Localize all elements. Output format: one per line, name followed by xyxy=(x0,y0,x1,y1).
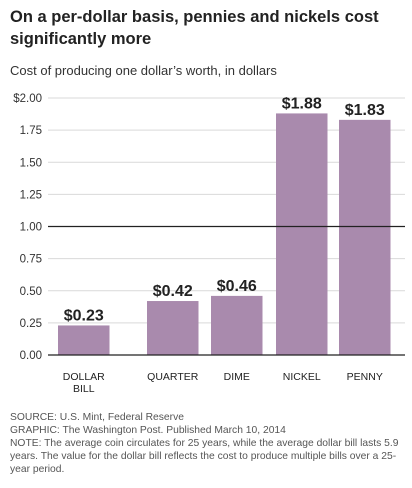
bar-nickel xyxy=(276,113,328,355)
value-label: $0.46 xyxy=(217,278,257,295)
gridlines xyxy=(48,97,405,324)
bar-penny xyxy=(339,119,391,355)
y-tick-label: 0.50 xyxy=(20,286,42,298)
x-tick-label: DIME xyxy=(224,371,250,383)
x-tick-label: QUARTER xyxy=(147,371,199,383)
reference-lines xyxy=(48,225,405,356)
y-tick-label: 0.75 xyxy=(20,254,42,266)
chart-title: On a per-dollar basis, pennies and nicke… xyxy=(10,8,379,48)
y-tick-label: 1.25 xyxy=(20,189,42,201)
value-label: $1.88 xyxy=(282,95,322,112)
methodology-note: NOTE: The average coin circulates for 25… xyxy=(10,438,399,475)
y-tick-label: 0.25 xyxy=(20,318,42,330)
y-tick-label: 1.50 xyxy=(20,157,42,169)
y-tick-label: 1.75 xyxy=(20,125,42,137)
value-label: $1.83 xyxy=(345,102,385,119)
chart-subtitle: Cost of producing one dollar’s worth, in… xyxy=(10,63,277,78)
value-label: $0.23 xyxy=(64,307,104,324)
bars xyxy=(58,113,391,355)
source-note: SOURCE: U.S. Mint, Federal Reserve xyxy=(10,412,184,423)
bar-dollar-bill xyxy=(58,325,110,355)
labels: 0.00 0.25 0.50 0.75 1.00 1.25 1.50 1.75 $2.00 $0.… xyxy=(13,93,385,395)
value-label: $0.42 xyxy=(153,283,193,300)
y-tick-label: 1.00 xyxy=(20,222,42,234)
y-tick-label: $2.00 xyxy=(13,93,42,105)
x-tick-label: NICKEL xyxy=(283,371,321,383)
chart-footer: SOURCE: U.S. Mint, Federal Reserve GRAPH… xyxy=(10,411,405,476)
graphic-credit: GRAPHIC: The Washington Post. Published … xyxy=(10,425,286,436)
x-tick-label: DOLLAR BILL xyxy=(63,371,105,395)
bar-quarter xyxy=(147,301,199,355)
bar-dime xyxy=(211,295,263,355)
y-tick-label: 0.00 xyxy=(20,350,42,362)
x-tick-label: PENNY xyxy=(347,371,383,383)
bar-chart: 0.00 0.25 0.50 0.75 1.00 1.25 1.50 1.75 $2.00 $0.… xyxy=(13,93,405,395)
